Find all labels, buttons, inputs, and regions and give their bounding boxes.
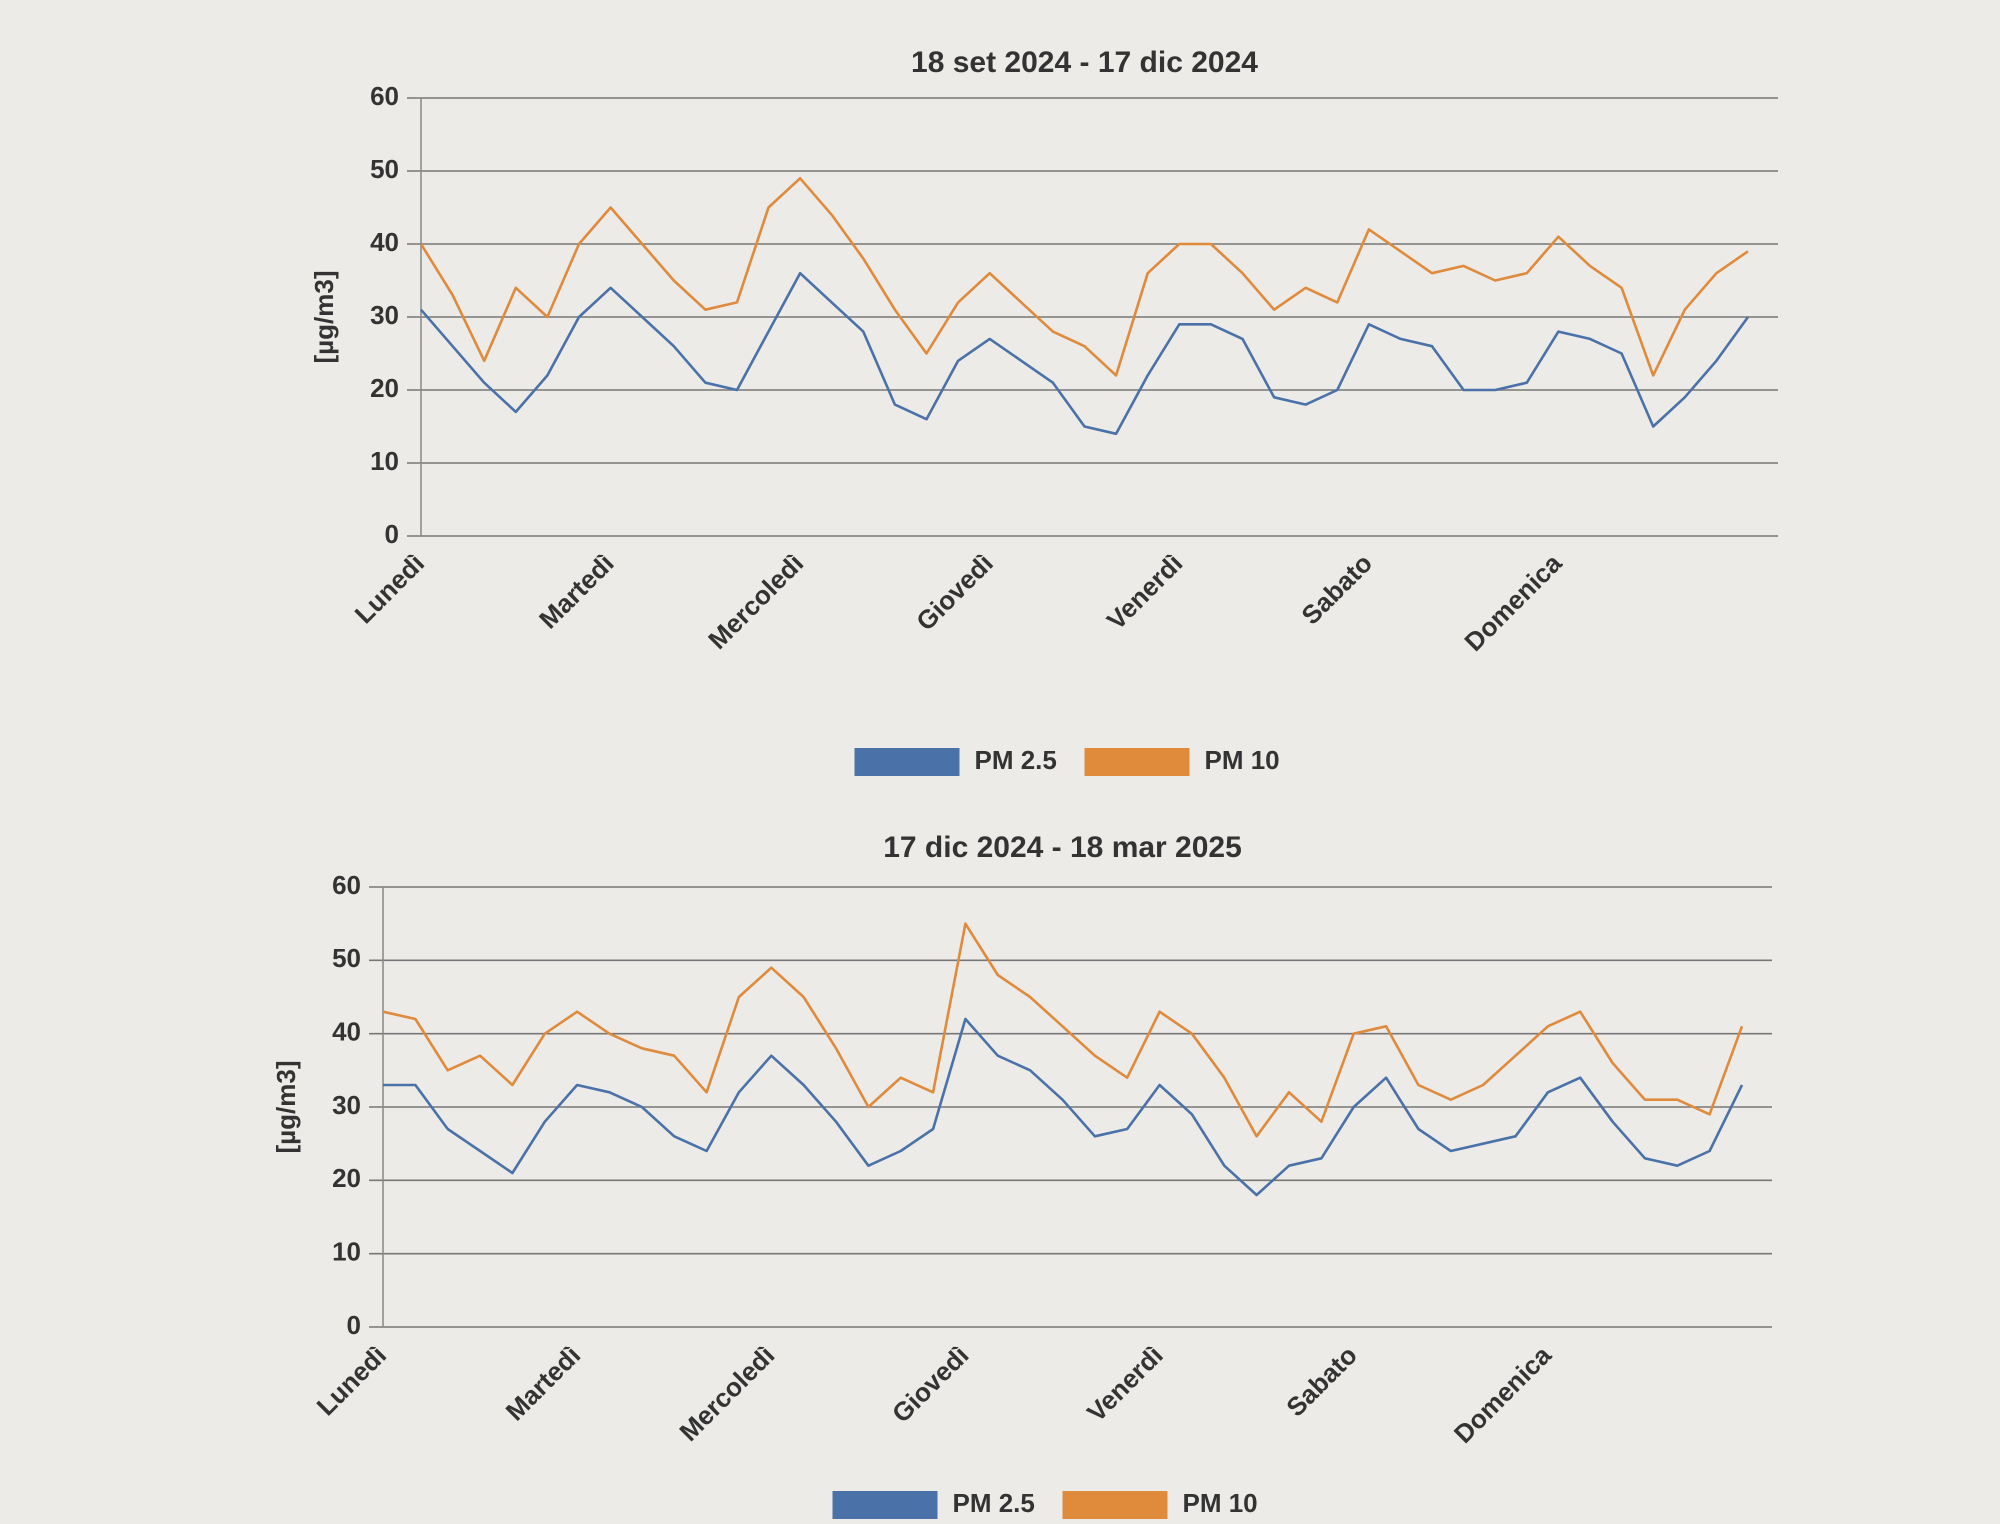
chart-title: 18 set 2024 - 17 dic 2024 xyxy=(911,46,1258,79)
legend-swatch xyxy=(1084,748,1190,776)
y-tick-label: 30 xyxy=(370,300,399,330)
y-tick-label: 40 xyxy=(332,1017,361,1047)
y-axis-label: [µg/m3] xyxy=(309,271,339,364)
y-tick-label: 0 xyxy=(347,1310,361,1340)
y-tick-label: 10 xyxy=(332,1237,361,1267)
y-axis-label: [µg/m3] xyxy=(271,1061,301,1154)
data-line xyxy=(382,922,1744,1138)
legend-label: PM 10 xyxy=(1205,745,1280,775)
legend-swatch xyxy=(1062,1491,1168,1519)
legend-label: PM 2.5 xyxy=(975,745,1057,775)
y-tick-label: 10 xyxy=(370,446,399,476)
legend-label: PM 2.5 xyxy=(953,1488,1035,1518)
y-tick-label: 60 xyxy=(370,81,399,111)
y-tick-label: 0 xyxy=(385,519,399,549)
y-tick-label: 20 xyxy=(332,1163,361,1193)
y-tick-label: 50 xyxy=(370,154,399,184)
y-tick-label: 20 xyxy=(370,373,399,403)
y-tick-label: 50 xyxy=(332,943,361,973)
data-line xyxy=(419,177,1749,377)
y-tick-label: 60 xyxy=(332,870,361,900)
chart-title: 17 dic 2024 - 18 mar 2025 xyxy=(883,831,1242,864)
data-line xyxy=(420,271,1750,436)
legend-swatch xyxy=(832,1491,938,1519)
y-tick-label: 30 xyxy=(332,1090,361,1120)
data-line xyxy=(383,1017,1744,1197)
legend-label: PM 10 xyxy=(1183,1488,1258,1518)
y-tick-label: 40 xyxy=(370,227,399,257)
legend-swatch xyxy=(854,748,960,776)
